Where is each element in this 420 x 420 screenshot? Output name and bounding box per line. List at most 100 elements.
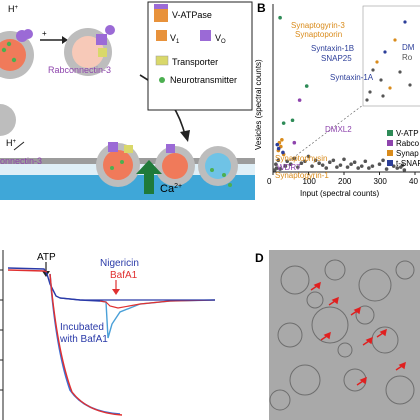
- legend-neurotransmitter: Neurotransmitter: [170, 75, 237, 85]
- scatter-point: [280, 137, 284, 142]
- svg-text:H+: H+: [6, 138, 17, 148]
- label-dmxl2: DMXL2: [325, 125, 352, 134]
- red-arrow: [376, 328, 387, 338]
- vesicle-outline: [269, 389, 291, 411]
- scatter-point: [324, 166, 329, 170]
- label-synaptoporin: Synaptoporin: [295, 30, 342, 39]
- inset-box: [362, 5, 420, 107]
- vesicle-outline: [277, 322, 303, 348]
- scatter-point: [276, 158, 281, 163]
- label-dm: DM: [402, 43, 415, 52]
- scatter-point: [310, 164, 314, 168]
- fluorescence-trace-chart: ATP Nigericin BafA1 Incubated with BafA1: [0, 250, 216, 420]
- svg-text:H+: H+: [8, 4, 19, 14]
- x-tick-label: 40: [409, 177, 418, 186]
- scatter-point: [317, 161, 321, 166]
- legend-vo: V: [215, 33, 221, 43]
- scatter-point: [274, 166, 279, 170]
- scatter-point: [335, 165, 339, 169]
- scatter-point: [283, 164, 288, 168]
- calcium-arrow-head: [136, 160, 162, 174]
- legend-transporter: Transporter: [172, 57, 218, 67]
- scatter-point: [281, 121, 286, 125]
- hplus-arrow: [13, 141, 25, 151]
- v1-icon: [156, 30, 167, 41]
- calcium-sup: 2+: [174, 183, 182, 190]
- docking-arrow-head: [180, 130, 190, 142]
- legend-v1-sub: 1: [176, 39, 180, 45]
- scatter-point: [400, 163, 405, 167]
- zoom-line: [276, 104, 364, 171]
- scatter-point: [320, 163, 325, 167]
- scatter-point: [303, 159, 307, 164]
- fusing-vesicle: [198, 146, 238, 187]
- hplus-label: H: [6, 138, 13, 148]
- vesicle-left-edge: [0, 104, 16, 136]
- incubated-label-1: Incubated: [60, 322, 104, 333]
- y-axis-label: Vesicles (spectral counts): [255, 59, 263, 150]
- hplus-top-label: H: [8, 4, 15, 14]
- legend-swatch: [387, 160, 393, 166]
- inset-point: [393, 38, 397, 42]
- label-synaptogyrin1: Synaptogyrin-1: [275, 171, 329, 180]
- scatter-point: [297, 98, 302, 102]
- scatter-point: [292, 140, 297, 145]
- panel-d-letter: D: [255, 251, 264, 265]
- scatter-point: [338, 163, 343, 167]
- atp-arrow-head: [42, 271, 50, 277]
- svg-text:V1: V1: [170, 33, 180, 45]
- panel-a-diagram: H+ + Rabconnectin-3 H+ onnectin-3: [0, 1, 255, 200]
- vesicle-outline: [311, 306, 349, 344]
- calcium-label: Ca: [160, 183, 175, 195]
- svg-text:VO: VO: [215, 33, 226, 45]
- x-tick-label: 200: [338, 177, 352, 186]
- vesicle-top-left: [0, 29, 34, 79]
- scatter-point: [356, 166, 360, 170]
- label-syntaxin1b: Syntaxin-1B: [311, 44, 354, 53]
- legend-swatch: [387, 150, 393, 156]
- docked-vesicle-1: [96, 142, 140, 187]
- label-snap25: SNAP25: [321, 54, 352, 63]
- scatter-point: [367, 166, 371, 170]
- vesicle-outline: [395, 260, 415, 280]
- red-arrow: [395, 361, 406, 371]
- rabconnectin-label-2: onnectin-3: [0, 156, 42, 166]
- scatter-point: [275, 142, 280, 147]
- red-arrow-markers: [310, 281, 406, 386]
- scatter-point: [276, 146, 281, 151]
- label-synaptophysin: Synaptophysin: [275, 154, 327, 163]
- neurotransmitter-icon: [159, 77, 165, 83]
- atp-label: ATP: [37, 252, 56, 263]
- scatter-point: [288, 162, 293, 166]
- scatter-points: [272, 15, 407, 172]
- scatter-point: [363, 159, 368, 164]
- y-ticks: [0, 269, 3, 391]
- scatter-point: [296, 165, 300, 169]
- trace-nigericin: [99, 299, 216, 339]
- inset-point: [381, 94, 385, 98]
- panel-b: B Vesicles (spectral counts) Input (spec…: [255, 0, 420, 200]
- vesicle-outline: [337, 342, 353, 358]
- panel-c: ATP Nigericin BafA1 Incubated with BafA1: [0, 250, 255, 420]
- scatter-point: [328, 160, 332, 165]
- vesicle-outline: [306, 291, 324, 309]
- inset-point: [379, 78, 383, 82]
- bafa1-label: BafA1: [110, 270, 138, 281]
- scatter-point: [278, 167, 282, 171]
- nigericin-label: Nigericin: [100, 258, 139, 269]
- docked-vesicle-2: [155, 144, 195, 186]
- scatter-point: [381, 158, 385, 163]
- vesicle-outline: [324, 259, 346, 281]
- trace-blue-early: [7, 267, 101, 302]
- legend-label: V-ATP: [396, 129, 419, 138]
- vesicle-outline: [358, 268, 392, 302]
- trace-red-early: [7, 269, 48, 273]
- label-ro: Ro: [402, 53, 413, 62]
- inset-points: [365, 20, 412, 102]
- inset-point: [408, 83, 412, 87]
- x-ticks: 0 100 200 300 40: [267, 172, 418, 186]
- arrow-head: [62, 36, 68, 44]
- label-wdr7: WDR7: [277, 163, 301, 172]
- trace-bafa1: [99, 299, 216, 309]
- incubated-label-2: with BafA1: [59, 334, 108, 345]
